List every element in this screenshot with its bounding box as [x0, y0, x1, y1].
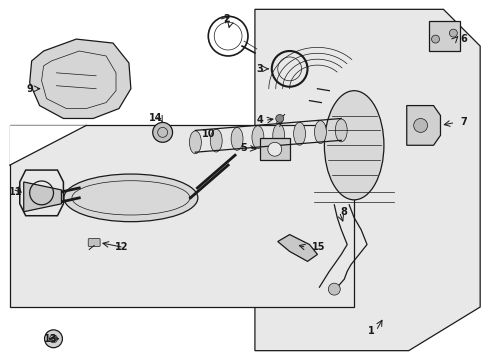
Polygon shape [278, 235, 318, 261]
Ellipse shape [210, 129, 222, 152]
Text: 2: 2 [223, 14, 230, 24]
Ellipse shape [190, 131, 201, 154]
Polygon shape [10, 125, 86, 165]
Polygon shape [10, 125, 354, 307]
Text: 12: 12 [116, 243, 129, 252]
Circle shape [268, 142, 282, 156]
Text: 3: 3 [256, 64, 263, 74]
Circle shape [449, 29, 457, 37]
FancyBboxPatch shape [88, 239, 100, 247]
Polygon shape [260, 138, 290, 160]
Text: 1: 1 [368, 326, 374, 336]
Text: 5: 5 [241, 143, 247, 153]
Text: 8: 8 [341, 207, 348, 217]
Ellipse shape [324, 91, 384, 200]
Text: 6: 6 [460, 34, 467, 44]
Circle shape [276, 114, 284, 122]
Text: 14: 14 [149, 113, 163, 123]
Text: 15: 15 [312, 243, 325, 252]
Ellipse shape [315, 121, 326, 144]
Circle shape [414, 118, 428, 132]
Polygon shape [407, 105, 441, 145]
Ellipse shape [252, 126, 264, 149]
Circle shape [153, 122, 172, 142]
Ellipse shape [231, 127, 243, 150]
Polygon shape [24, 182, 61, 212]
Ellipse shape [273, 124, 285, 147]
Polygon shape [429, 21, 460, 51]
Ellipse shape [64, 174, 198, 222]
Text: 9: 9 [26, 84, 33, 94]
Text: 11: 11 [9, 187, 23, 197]
Ellipse shape [335, 119, 347, 142]
Text: 7: 7 [460, 117, 467, 127]
Circle shape [328, 283, 340, 295]
Polygon shape [30, 39, 131, 118]
Text: 4: 4 [256, 116, 263, 126]
Polygon shape [255, 9, 480, 351]
Text: 13: 13 [44, 334, 57, 344]
Ellipse shape [294, 122, 306, 145]
Text: 10: 10 [201, 129, 215, 139]
Circle shape [45, 330, 62, 348]
Circle shape [432, 35, 440, 43]
